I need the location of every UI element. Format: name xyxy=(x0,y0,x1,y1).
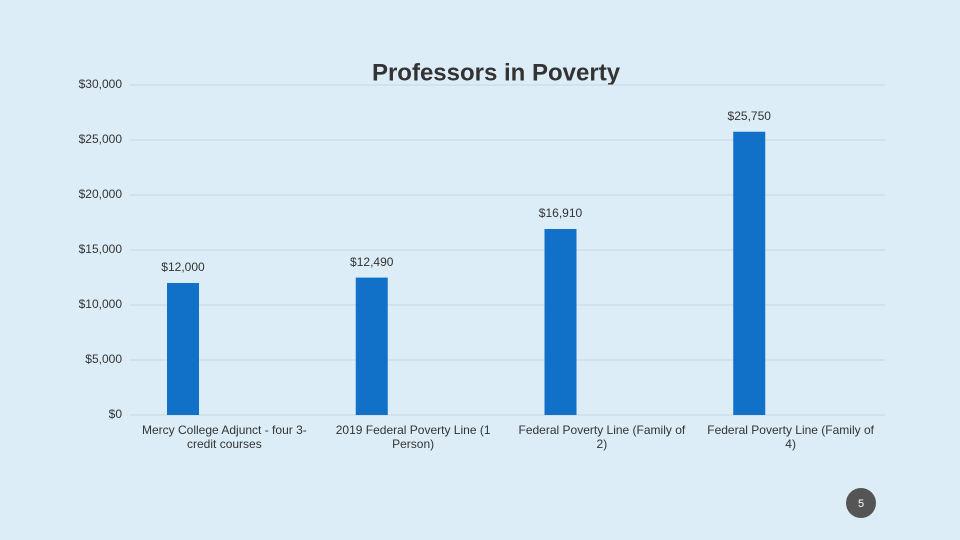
value-label: $12,000 xyxy=(161,260,205,274)
y-tick-label: $20,000 xyxy=(79,187,123,201)
bar xyxy=(544,228,577,415)
value-label: $25,750 xyxy=(728,109,772,123)
value-label: $12,490 xyxy=(350,255,394,269)
page-number: 5 xyxy=(858,498,864,510)
bar xyxy=(733,131,766,415)
chart-title: Professors in Poverty xyxy=(372,59,621,86)
x-tick-label: 2019 Federal Poverty Line (1 Person) xyxy=(335,423,491,451)
bar xyxy=(355,277,388,415)
y-tick-label: $15,000 xyxy=(79,242,123,256)
y-tick-label: $5,000 xyxy=(85,352,122,366)
value-label: $16,910 xyxy=(539,206,583,220)
y-tick-label: $0 xyxy=(109,407,123,421)
x-tick-label: Mercy College Adjunct - four 3-credit co… xyxy=(142,423,307,451)
bar xyxy=(167,283,199,415)
y-tick-label: $30,000 xyxy=(79,77,123,91)
x-tick-label: Federal Poverty Line (Family of 4) xyxy=(707,423,874,451)
y-tick-label: $10,000 xyxy=(79,297,123,311)
x-tick-label: Federal Poverty Line (Family of 2) xyxy=(518,423,686,451)
y-tick-label: $25,000 xyxy=(79,132,123,146)
page-number-badge xyxy=(846,488,876,518)
